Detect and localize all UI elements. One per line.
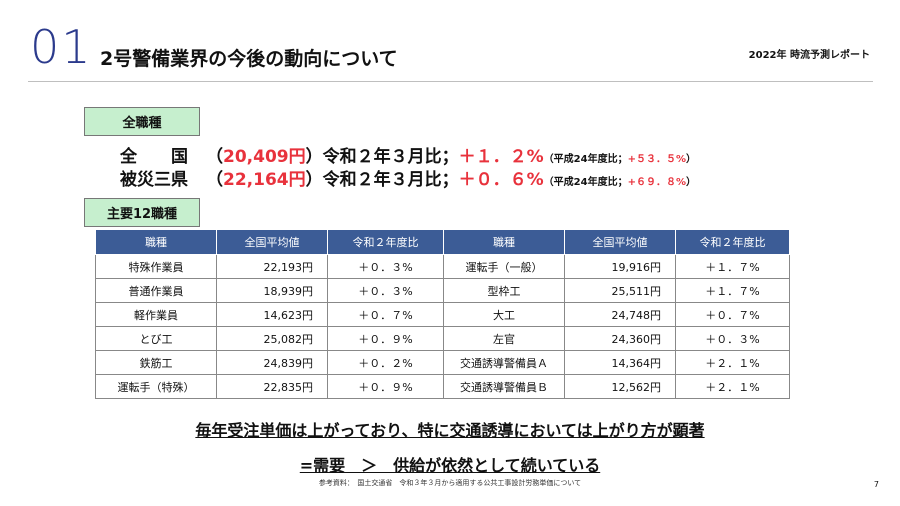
h24-prefix: （平成24年度比；: [543, 154, 628, 165]
table-row: 普通作業員 18,939円 ＋０．３% 型枠工 25,511円 ＋１．７%: [95, 278, 790, 303]
table-header-row: 職種 全国平均値 令和２年度比 職種 全国平均値 令和２年度比: [95, 229, 790, 255]
wage-value: 22,164円: [223, 170, 306, 190]
change-rate: ＋１．７%: [675, 278, 790, 303]
table-row: 特殊作業員 22,193円 ＋０．３% 運転手（一般） 19,916円 ＋１．７…: [95, 254, 790, 279]
change-rate: ＋０．３%: [327, 278, 444, 303]
column-header: 職種: [95, 229, 217, 255]
change-value: ＋１．２%: [458, 147, 544, 167]
wage-table: 職種 全国平均値 令和２年度比 職種 全国平均値 令和２年度比 特殊作業員 22…: [95, 229, 790, 399]
job-name: 軽作業員: [95, 302, 217, 327]
open-paren: （: [206, 147, 223, 167]
job-name: とび工: [95, 326, 217, 351]
job-name: 鉄筋工: [95, 350, 217, 375]
job-name: 交通誘導警備員Ｂ: [443, 374, 565, 399]
average-wage: 18,939円: [216, 278, 328, 303]
close-paren: ）: [685, 154, 696, 165]
average-wage: 25,082円: [216, 326, 328, 351]
change-rate: ＋２．１%: [675, 374, 790, 399]
average-wage: 19,916円: [564, 254, 676, 279]
change-rate: ＋０．３%: [327, 254, 444, 279]
job-name: 左官: [443, 326, 565, 351]
column-header: 全国平均値: [564, 229, 676, 255]
header-divider: [28, 81, 873, 82]
table-row: 鉄筋工 24,839円 ＋０．２% 交通誘導警備員Ａ 14,364円 ＋２．１%: [95, 350, 790, 375]
table-row: 軽作業員 14,623円 ＋０．７% 大工 24,748円 ＋０．７%: [95, 302, 790, 327]
average-wage: 24,360円: [564, 326, 676, 351]
disaster-area-wage-line: 被災三県 （22,164円）令和２年３月比；＋０．６%（平成24年度比；+６９．８…: [120, 165, 696, 190]
change-rate: ＋０．７%: [675, 302, 790, 327]
h24-change: +５３．５%: [627, 154, 686, 165]
all-jobs-tag: 全職種: [84, 107, 200, 136]
open-paren: （: [206, 170, 223, 190]
change-rate: ＋０．９%: [327, 326, 444, 351]
wage-value: 20,409円: [223, 147, 306, 167]
section-number: 01: [30, 20, 93, 74]
change-rate: ＋０．９%: [327, 374, 444, 399]
report-label: 2022年 時流予測レポート: [748, 50, 870, 61]
close-paren: ）: [685, 177, 696, 188]
comparison-label: ）令和２年３月比；: [305, 147, 459, 167]
table-row: 運転手（特殊） 22,835円 ＋０．９% 交通誘導警備員Ｂ 12,562円 ＋…: [95, 374, 790, 399]
table-row: とび工 25,082円 ＋０．９% 左官 24,360円 ＋０．３%: [95, 326, 790, 351]
change-rate: ＋１．７%: [675, 254, 790, 279]
job-name: 交通誘導警備員Ａ: [443, 350, 565, 375]
average-wage: 24,839円: [216, 350, 328, 375]
change-rate: ＋０．７%: [327, 302, 444, 327]
average-wage: 22,835円: [216, 374, 328, 399]
job-name: 運転手（一般）: [443, 254, 565, 279]
average-wage: 22,193円: [216, 254, 328, 279]
change-rate: ＋２．１%: [675, 350, 790, 375]
region-label: 被災三県: [120, 170, 188, 190]
column-header: 令和２年度比: [327, 229, 444, 255]
average-wage: 24,748円: [564, 302, 676, 327]
source-note: 参考資料： 国土交通省 令和３年３月から適用する公共工事設計労務単価について: [318, 479, 582, 487]
job-name: 特殊作業員: [95, 254, 217, 279]
page-number: 7: [873, 480, 879, 489]
conclusion-line-1: 毎年受注単価は上がっており、特に交通誘導においては上がり方が顕著: [195, 421, 705, 440]
change-rate: ＋０．３%: [675, 326, 790, 351]
job-name: 運転手（特殊）: [95, 374, 217, 399]
h24-change: +６９．８%: [627, 177, 686, 188]
conclusion-line-2: =需要 ＞ 供給が依然として続いている: [299, 456, 601, 475]
page-title: 2号警備業界の今後の動向について: [100, 48, 398, 70]
region-label: 全 国: [120, 147, 188, 167]
national-wage-line: 全 国 （20,409円）令和２年３月比；＋１．２%（平成24年度比；+５３．５%…: [120, 142, 696, 167]
comparison-label: ）令和２年３月比；: [305, 170, 459, 190]
change-rate: ＋０．２%: [327, 350, 444, 375]
job-name: 大工: [443, 302, 565, 327]
job-name: 型枠工: [443, 278, 565, 303]
column-header: 職種: [443, 229, 565, 255]
column-header: 全国平均値: [216, 229, 328, 255]
average-wage: 12,562円: [564, 374, 676, 399]
column-header: 令和２年度比: [675, 229, 790, 255]
change-value: ＋０．６%: [458, 170, 544, 190]
job-name: 普通作業員: [95, 278, 217, 303]
average-wage: 14,364円: [564, 350, 676, 375]
average-wage: 25,511円: [564, 278, 676, 303]
major-jobs-tag: 主要12職種: [84, 198, 200, 227]
h24-prefix: （平成24年度比；: [543, 177, 628, 188]
average-wage: 14,623円: [216, 302, 328, 327]
